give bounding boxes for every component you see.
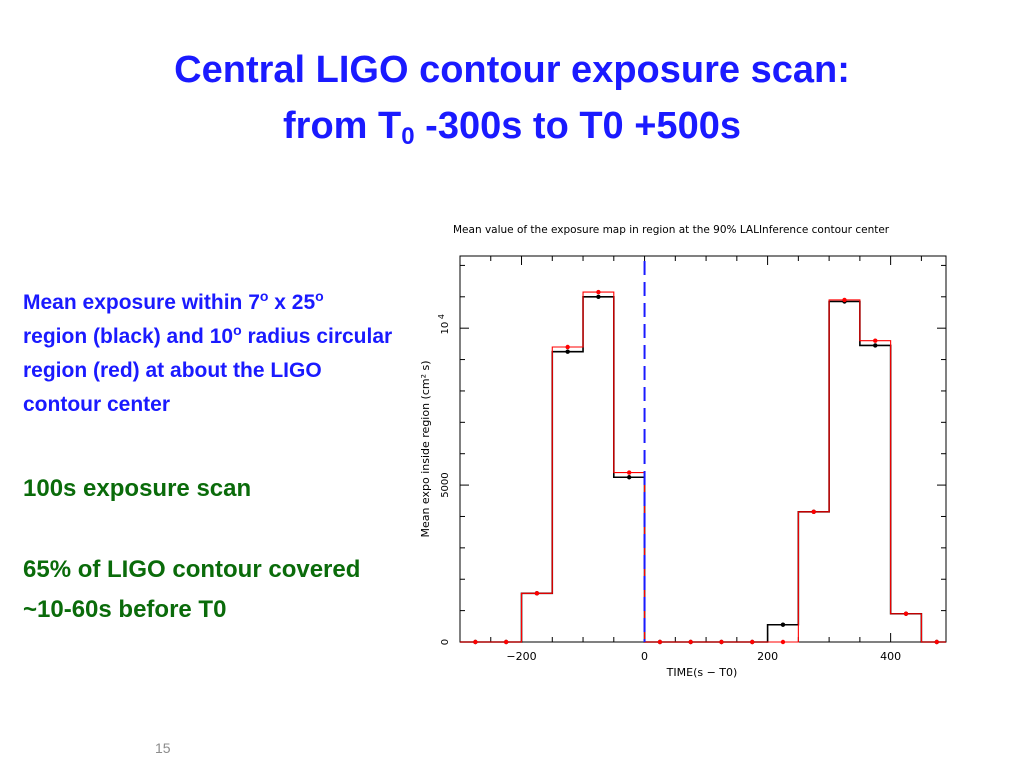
black-region-series — [460, 294, 946, 645]
desc-degree-1: o — [259, 288, 269, 304]
page-number: 15 — [155, 740, 171, 756]
red-series-point — [750, 639, 755, 645]
scan-text: 100s exposure scan — [23, 475, 252, 502]
x-tick-label: 400 — [880, 650, 901, 663]
desc-part-4: radius circular region (red) at about th… — [23, 325, 393, 416]
x-tick-labels: −200 0 200 400 — [506, 650, 901, 663]
y-tick-labels: 0 5000 10 — [440, 322, 451, 645]
title-line-1: Central LIGO contour exposure scan: — [174, 49, 850, 91]
red-series-point — [719, 639, 724, 645]
red-series-point — [473, 639, 478, 645]
red-series-point — [596, 289, 601, 295]
x-tick-label: 200 — [757, 650, 778, 663]
desc-part-3: region (black) and 10 — [23, 325, 234, 348]
desc-part-2: x 25 — [268, 291, 316, 314]
red-region-series — [460, 289, 946, 645]
black-series-point — [596, 294, 601, 299]
chart-title: Mean value of the exposure map in region… — [453, 224, 890, 236]
red-series-point — [503, 639, 509, 645]
slide-title: Central LIGO contour exposure scan: from… — [0, 42, 1024, 154]
red-series-point — [657, 639, 663, 645]
exposure-chart: Mean value of the exposure map in region… — [419, 224, 947, 679]
title-subscript: 0 — [401, 123, 415, 150]
coverage-text: 65% of LIGO contour covered ~10-60s befo… — [23, 556, 361, 623]
red-series-point — [688, 639, 693, 645]
red-series-point — [842, 297, 847, 303]
red-series-step-line — [460, 291, 946, 643]
title-line-2: from T0 -300s to T0 +500s — [0, 98, 1024, 154]
y-tick-label: 0 — [440, 639, 451, 645]
desc-degree-2: o — [315, 288, 324, 304]
red-series-point — [811, 509, 816, 514]
y-axis-label: Mean expo inside region (cm² s) — [419, 360, 432, 537]
x-tick-label: −200 — [506, 650, 536, 663]
exposure-description: Mean exposure within 7o x 25o region (bl… — [23, 286, 393, 422]
red-series-point — [565, 344, 570, 350]
black-series-step-line — [460, 295, 946, 643]
axis-ticks — [459, 256, 946, 643]
black-series-point — [565, 349, 570, 354]
desc-degree-3: o — [233, 322, 242, 338]
red-series-point — [534, 591, 540, 596]
desc-part-1: Mean exposure within 7 — [23, 291, 260, 314]
y-tick-label: 10 — [440, 322, 451, 335]
x-tick-label: 0 — [641, 650, 648, 663]
red-series-point — [780, 639, 786, 645]
y-tick-label: 5000 — [440, 472, 451, 497]
red-series-point — [903, 611, 909, 616]
title-line-2-a: from T — [283, 105, 402, 147]
black-series-point — [780, 622, 786, 627]
red-series-point — [873, 338, 878, 343]
black-series-point — [626, 475, 632, 480]
red-series-point — [626, 470, 632, 475]
x-axis-label: TIME(s − T0) — [666, 666, 738, 679]
y-exponent-label: 4 — [437, 314, 446, 319]
red-series-point — [934, 639, 939, 645]
black-series-point — [873, 343, 878, 348]
plot-frame — [459, 255, 947, 643]
title-line-2-b: -300s to T0 +500s — [414, 105, 741, 147]
